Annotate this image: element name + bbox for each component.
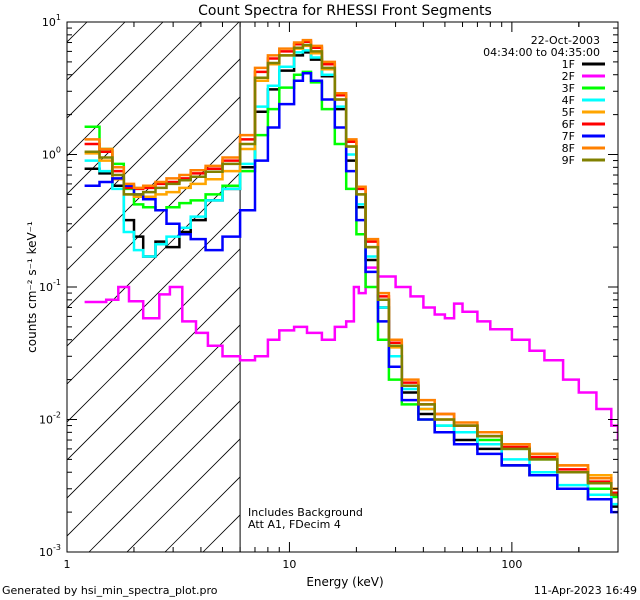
- x-tick-label: 100: [501, 558, 522, 571]
- annotation-background: Includes Background: [248, 506, 363, 519]
- series-7f: [84, 72, 618, 514]
- legend-label-1f: 1F: [562, 58, 575, 71]
- hatch-line: [67, 134, 241, 309]
- hatch-line: [126, 438, 241, 552]
- series-layer: [84, 38, 618, 514]
- time-range: 04:34:00 to 04:35:00: [483, 46, 600, 59]
- legend-label-4f: 4F: [562, 94, 575, 107]
- hatch-line: [67, 324, 241, 499]
- legend-label-8f: 8F: [562, 142, 575, 155]
- y-tick-label: 10-3: [39, 543, 61, 559]
- hatch-line: [67, 362, 241, 537]
- hatch-line: [67, 22, 240, 195]
- x-tick-label: 1: [64, 558, 71, 571]
- legend-label-2f: 2F: [562, 70, 575, 83]
- y-tick-label: 10-2: [39, 411, 61, 427]
- hatch-line: [67, 22, 164, 119]
- hatch-line: [67, 96, 241, 271]
- hatch-line: [0, 22, 11, 552]
- series-2f: [84, 266, 618, 440]
- generated-by-text: Generated by hsi_min_spectra_plot.pro: [2, 584, 218, 597]
- hatch-line: [67, 172, 241, 347]
- series-8f: [84, 38, 618, 491]
- annotation-attenuator: Att A1, FDecim 4: [248, 518, 341, 531]
- series-9f: [84, 43, 618, 497]
- hatch-line: [67, 22, 126, 81]
- y-axis-label: counts cm⁻² s⁻¹ keV⁻¹: [25, 221, 39, 353]
- hatch-line: [67, 248, 241, 423]
- axis-ticks: 1 10 100 10-3 10-2 10-1 100 101: [39, 13, 619, 571]
- legend-label-6f: 6F: [562, 118, 575, 131]
- y-tick-label: 100: [42, 146, 61, 162]
- y-tick-label: 10-1: [39, 278, 61, 294]
- hatch-line: [67, 22, 202, 157]
- hatch-line: [88, 400, 241, 552]
- legend-label-9f: 9F: [562, 154, 575, 167]
- legend-label-5f: 5F: [562, 106, 575, 119]
- x-tick-label: 10: [282, 558, 296, 571]
- hatch-line: [67, 58, 241, 233]
- x-axis-label: Energy (keV): [306, 575, 383, 589]
- series-4f: [84, 49, 618, 506]
- series-6f: [84, 40, 618, 495]
- footer-timestamp: 11-Apr-2023 16:49: [534, 584, 637, 597]
- chart-title: Count Spectra for RHESSI Front Segments: [198, 3, 492, 19]
- series-5f: [84, 44, 618, 491]
- y-tick-label: 101: [42, 13, 61, 29]
- hatch-line: [67, 210, 241, 385]
- hatch-line: [621, 22, 640, 552]
- legend-label-7f: 7F: [562, 130, 575, 143]
- legend-label-3f: 3F: [562, 82, 575, 95]
- series-3f: [84, 70, 618, 499]
- observation-date: 22-Oct-2003: [531, 34, 600, 47]
